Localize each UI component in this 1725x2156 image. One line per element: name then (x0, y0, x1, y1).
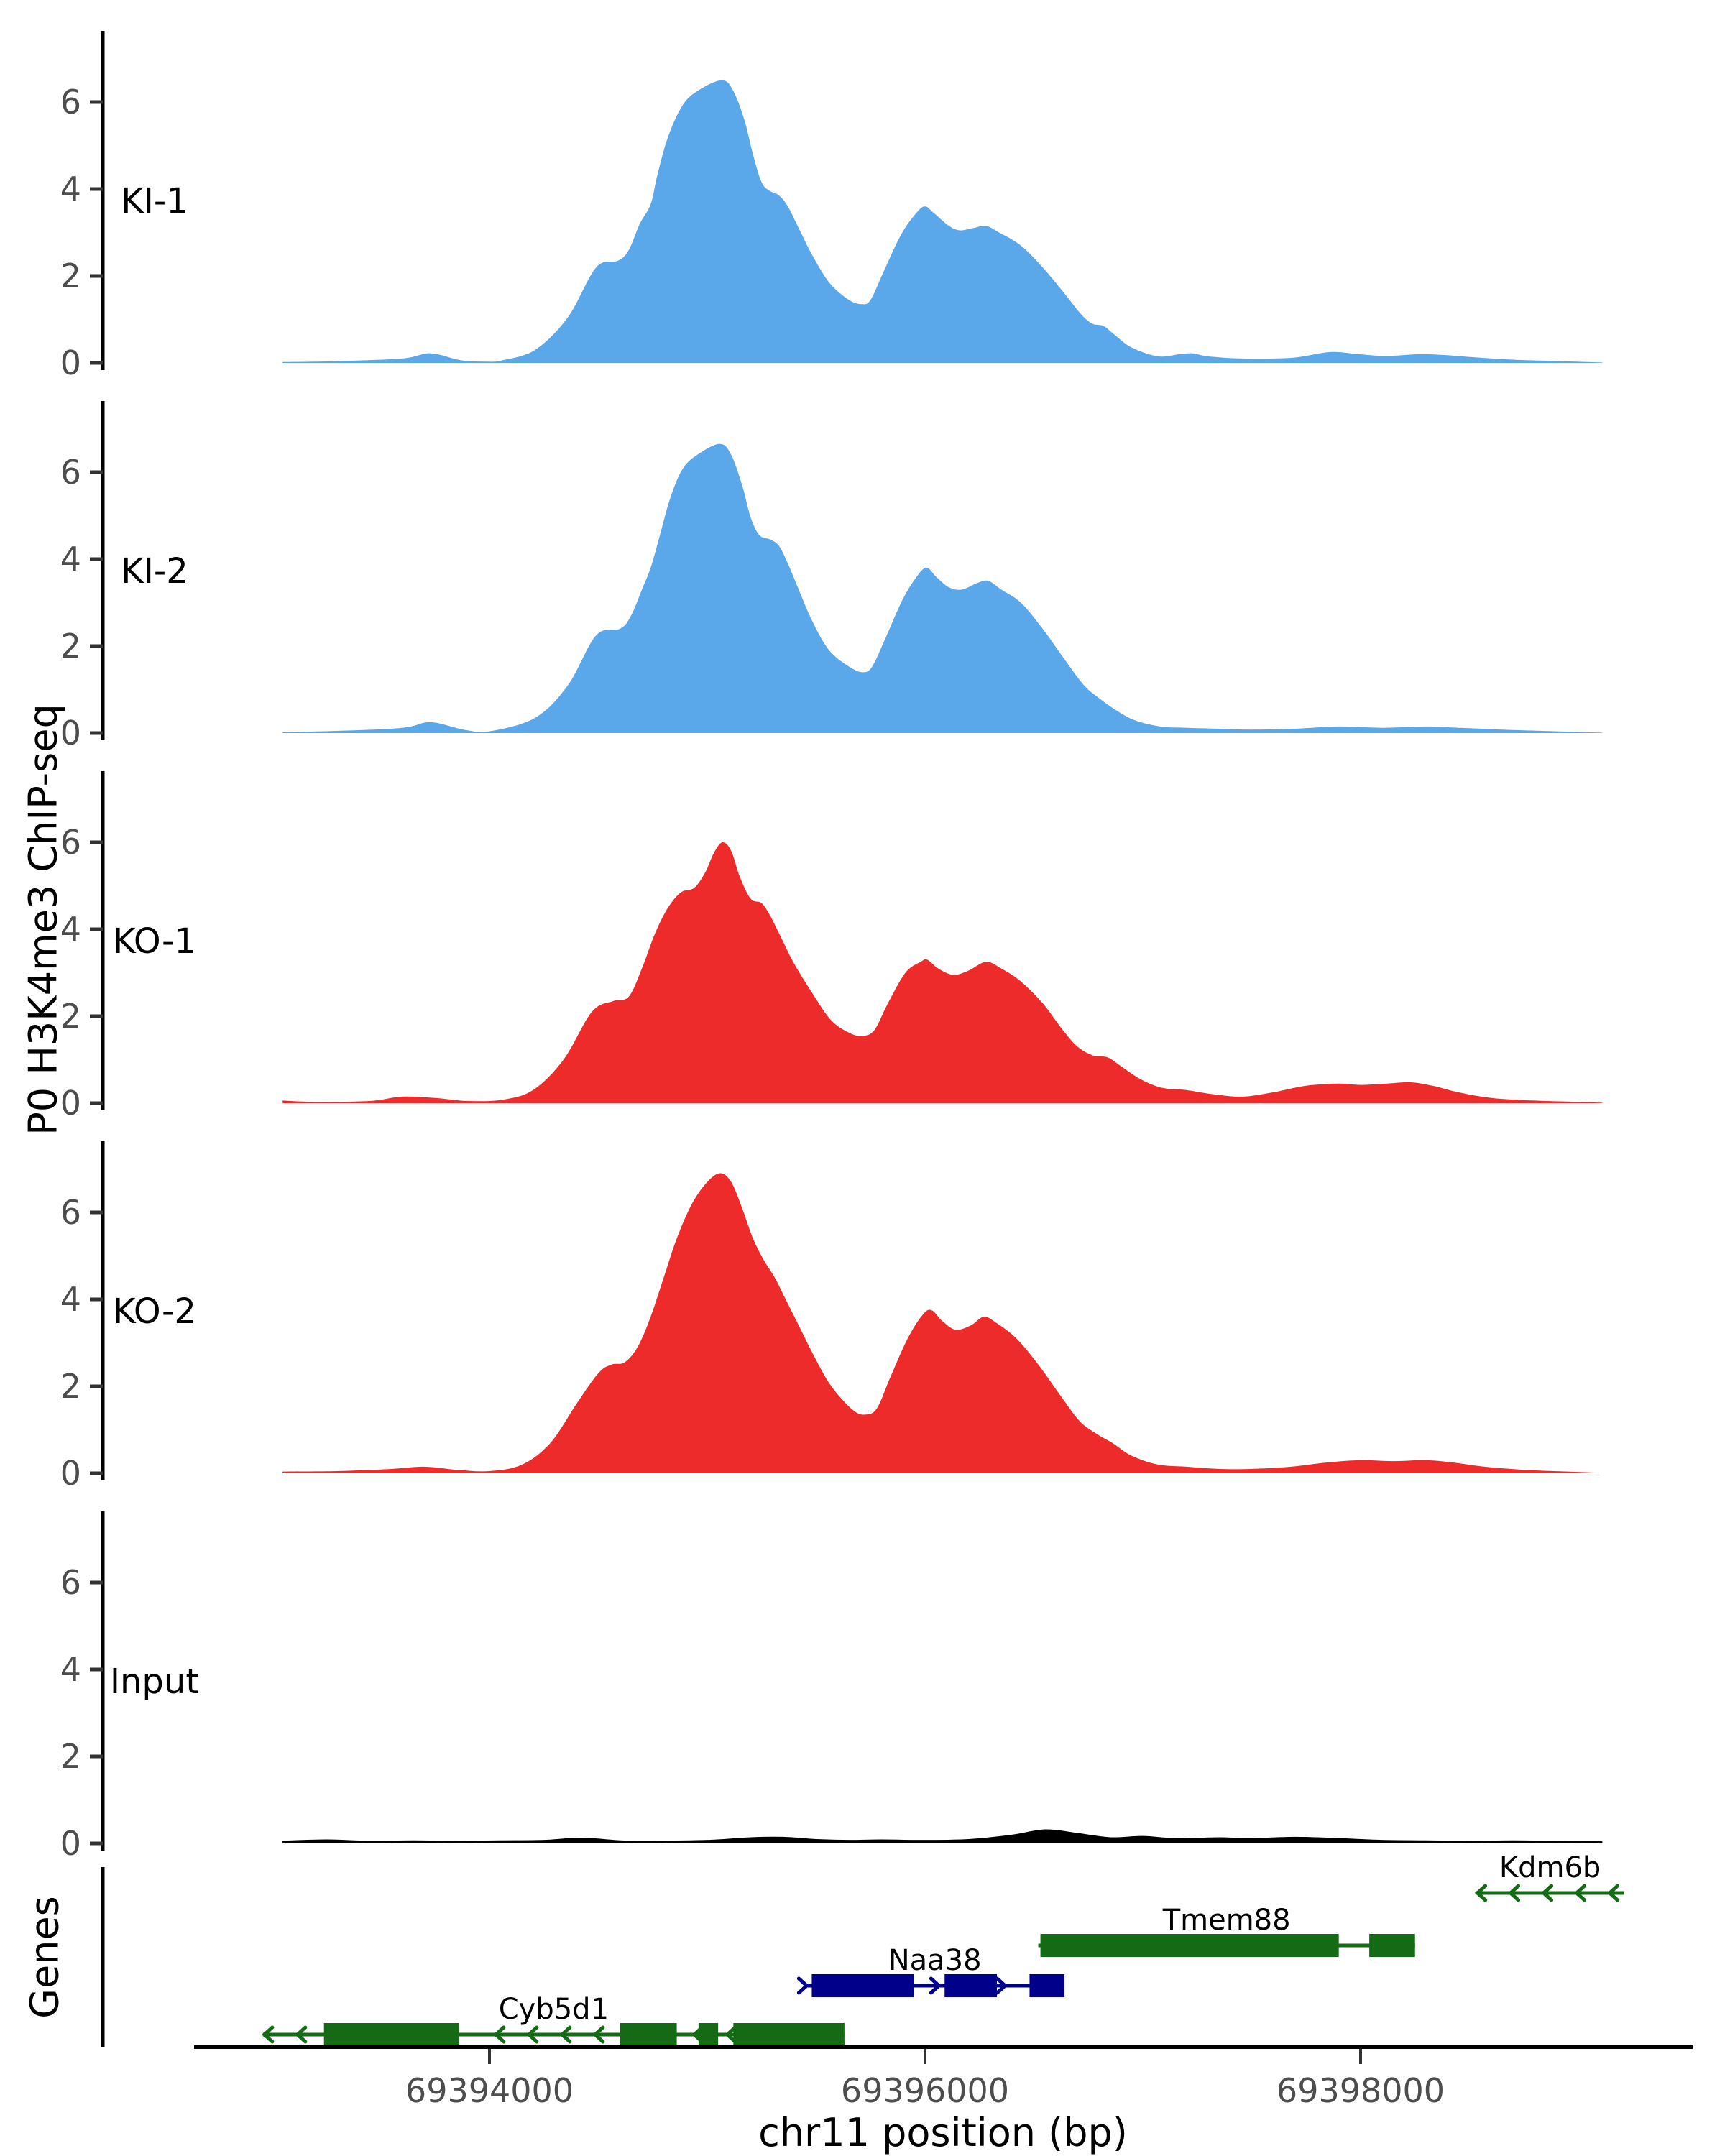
y-tick-label: 6 (60, 823, 81, 862)
gene-exon (811, 1974, 914, 1997)
x-tick-label-69396000: 69396000 (840, 2071, 1010, 2110)
y-axis-title: P0 H3K4me3 ChIP-seq (20, 704, 66, 1135)
gene-cyb5d1: Cyb5d1 (262, 1993, 845, 2046)
left-strand-arrow-icon (295, 2025, 308, 2044)
right-strand-arrow-icon (929, 1976, 942, 1995)
y-tick-label: 6 (60, 1563, 81, 1602)
y-tick-label: 4 (60, 1280, 81, 1319)
y-tick-label: 4 (60, 170, 81, 208)
y-tick-label: 0 (60, 344, 81, 382)
panel-input: 0 2 4 6 (60, 1511, 1603, 1863)
gene-exon (944, 1974, 997, 1997)
left-strand-arrow-icon (1540, 1884, 1554, 1902)
track-label-ko-2: KO-2 (113, 1291, 196, 1332)
gene-name-label: Tmem88 (1162, 1904, 1291, 1937)
y-tick-label: 2 (60, 997, 81, 1036)
y-tick-label: 6 (60, 1193, 81, 1232)
left-strand-arrow-icon (592, 2025, 605, 2044)
track-label-ki-1: KI-1 (121, 181, 188, 221)
y-tick-label: 4 (60, 1650, 81, 1689)
panel-ki-2: 0 2 4 6 (60, 401, 1603, 752)
y-tick-label: 4 (60, 540, 81, 579)
gene-name-label: Cyb5d1 (499, 1993, 609, 2026)
gene-name-label: Naa38 (888, 1944, 982, 1977)
panel-ko-2: 0 2 4 6 (60, 1141, 1603, 1493)
genes-panel: Kdm6b Tmem88 Naa38 Cyb5d1 (101, 1851, 1624, 2047)
gene-name-label: Kdm6b (1499, 1851, 1601, 1884)
right-strand-arrow-icon (995, 1976, 1008, 1995)
gene-exon (733, 2023, 845, 2046)
gene-naa38: Naa38 (796, 1944, 1064, 1997)
y-tick-label: 2 (60, 1367, 81, 1406)
left-strand-arrow-icon (262, 2025, 275, 2044)
y-tick-label: 2 (60, 627, 81, 665)
panel-ki-1: 0 2 4 6 (60, 31, 1603, 382)
y-tick-label: 0 (60, 1824, 81, 1863)
track-label-ko-1: KO-1 (113, 921, 196, 962)
genome-x-axis (194, 2045, 1693, 2064)
gene-exon (323, 2023, 459, 2046)
y-tick-label: 6 (60, 83, 81, 121)
y-tick-label: 4 (60, 910, 81, 949)
left-strand-arrow-icon (526, 2025, 539, 2044)
y-tick-label: 0 (60, 714, 81, 752)
gene-exon (620, 2023, 677, 2046)
gene-exon (1369, 1934, 1415, 1957)
track-label-input: Input (109, 1662, 200, 1702)
coverage-area-ki-1 (282, 80, 1603, 363)
gene-kdm6b: Kdm6b (1474, 1851, 1624, 1902)
y-tick-label: 6 (60, 453, 81, 492)
left-strand-arrow-icon (1474, 1884, 1488, 1902)
left-strand-arrow-icon (691, 2025, 704, 2044)
y-tick-label: 2 (60, 257, 81, 295)
genes-panel-title: Genes (22, 1896, 68, 2019)
gene-exon (1029, 1974, 1064, 1997)
x-tick-label-69394000: 69394000 (405, 2071, 574, 2110)
coverage-area-ki-2 (282, 443, 1603, 733)
left-strand-arrow-icon (1606, 1884, 1620, 1902)
coverage-area-ko-1 (282, 842, 1603, 1103)
gene-exon (1040, 1934, 1339, 1957)
left-strand-arrow-icon (1573, 1884, 1587, 1902)
coverage-line-input (282, 1829, 1603, 1843)
left-strand-arrow-icon (559, 2025, 572, 2044)
left-strand-arrow-icon (493, 2025, 506, 2044)
x-axis-title: chr11 position (bp) (758, 2110, 1128, 2155)
left-strand-arrow-icon (724, 2025, 737, 2044)
left-strand-arrow-icon (1507, 1884, 1521, 1902)
y-tick-label: 0 (60, 1454, 81, 1493)
coverage-fill-input (282, 1830, 1603, 1843)
panel-ko-1: 0 2 4 6 (60, 771, 1603, 1123)
y-tick-label: 0 (60, 1084, 81, 1123)
track-label-ki-2: KI-2 (121, 551, 188, 591)
x-tick-label-69398000: 69398000 (1276, 2071, 1445, 2110)
gene-tmem88: Tmem88 (1038, 1904, 1415, 1957)
y-tick-label: 2 (60, 1737, 81, 1776)
coverage-area-ko-2 (282, 1173, 1603, 1473)
x-axis-line (194, 2045, 1693, 2049)
right-strand-arrow-icon (796, 1976, 810, 1995)
